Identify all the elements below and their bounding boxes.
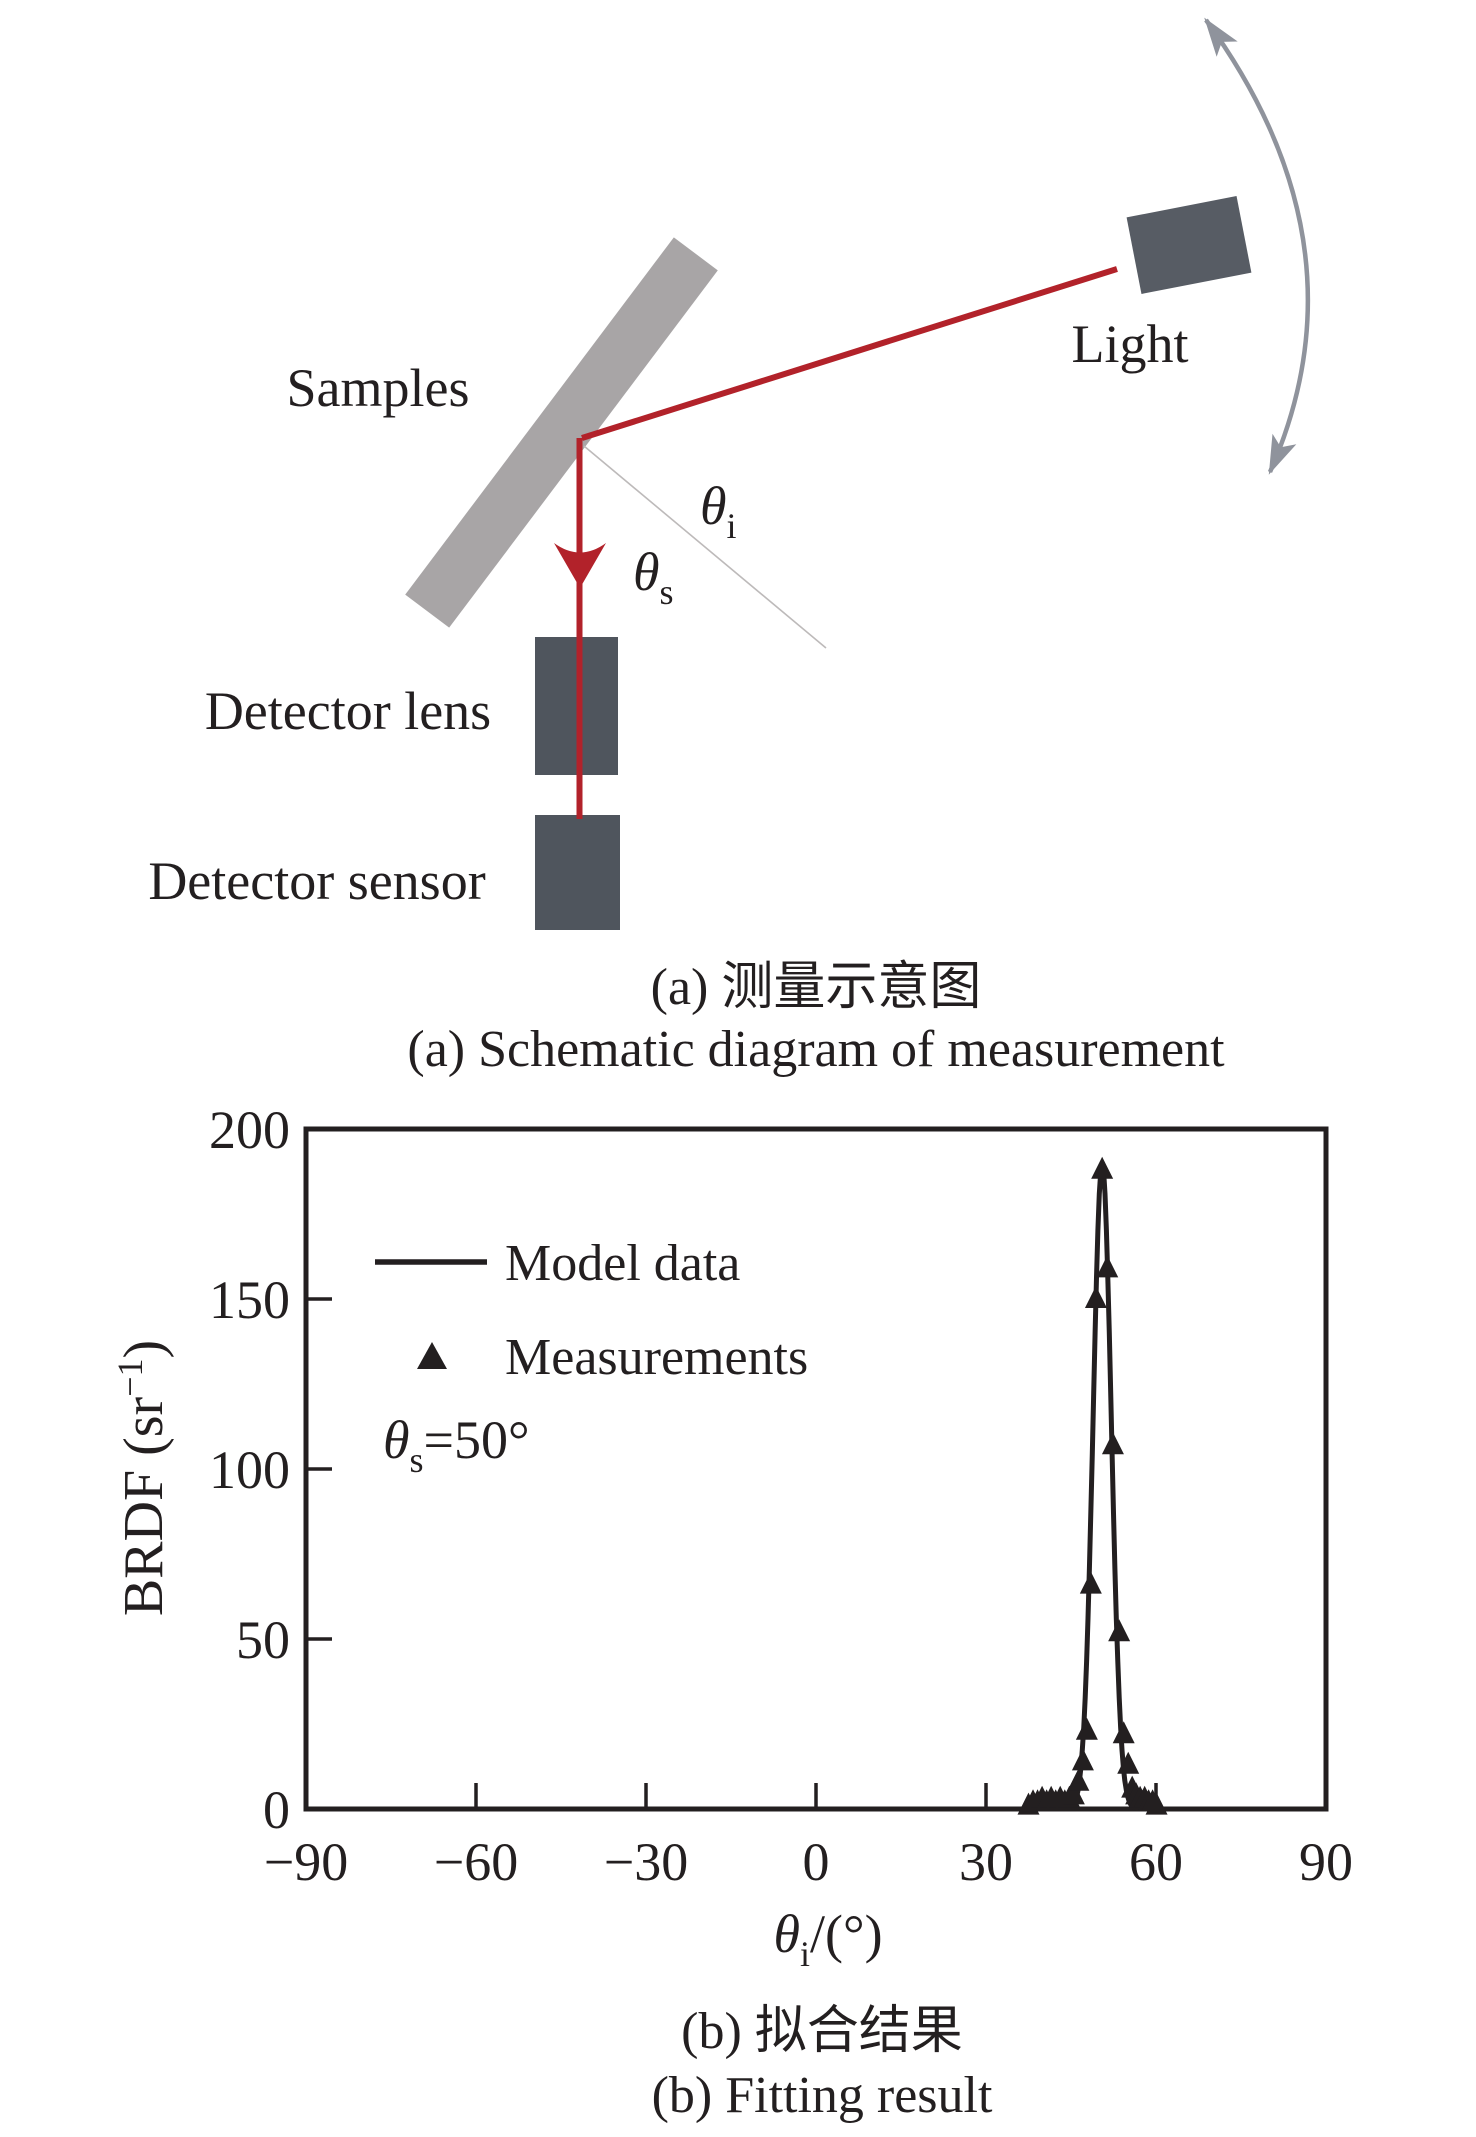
measurement-marker [1075,1717,1098,1740]
measurement-marker [1062,1782,1085,1805]
measurement-marker [1112,1721,1135,1744]
measurement-marker [1117,1751,1140,1774]
sample-bar [405,237,718,628]
light-label: Light [1072,314,1189,374]
rotation-arc [1204,18,1311,473]
arc-arrowhead-up-icon [1204,17,1238,57]
legend-measurements-label: Measurements [505,1329,808,1386]
measurement-marker [1145,1792,1168,1815]
brdf-chart: −90 −60 −30 0 30 60 90 0 50 100 150 200 Model data … [110,1100,1353,2124]
x-tick-label: 30 [959,1832,1013,1892]
y-tick-label: 0 [263,1780,290,1840]
legend-model-data-label: Model data [505,1235,740,1292]
caption-b-en: (b) Fitting result [652,2067,993,2124]
caption-a-zh: (a) 测量示意图 [651,959,982,1016]
measurement-marker [1101,1432,1124,1455]
x-tick-label: 60 [1129,1832,1183,1892]
measurement-marker [1091,1156,1114,1179]
schematic: Samples Light Detector lens Detector sen… [148,17,1311,1078]
detector-sensor-box [535,815,620,930]
theta-i-label: θi [700,476,737,546]
detector-lens-label: Detector lens [205,681,491,741]
chart-plot-area: −90 −60 −30 0 30 60 90 0 50 100 150 200 [209,1100,1353,1892]
y-tick-label: 50 [236,1610,290,1670]
measurement-marker [1079,1571,1102,1594]
measurement-marker [1096,1255,1119,1278]
annotation-theta-s: θs=50° [383,1410,530,1480]
caption-b-zh: (b) 拟合结果 [681,2003,963,2060]
measurement-marker [1067,1768,1090,1791]
detector-sensor-label: Detector sensor [148,851,485,911]
x-tick-label: −90 [264,1832,348,1892]
measurement-marker [1084,1286,1107,1308]
theta-s-label: θs [633,542,674,612]
samples-label: Samples [287,358,470,418]
y-tick-label: 150 [209,1270,290,1330]
x-tick-label: −60 [434,1832,518,1892]
measurement-marker [1108,1619,1131,1642]
light-source-box [1126,196,1252,294]
incident-beam [581,266,1118,441]
x-tick-label: 90 [1299,1832,1353,1892]
scattered-beam-arrowhead-icon [554,543,606,588]
x-axis-title: θi/(°) [773,1904,882,1974]
caption-a-en: (a) Schematic diagram of measurement [407,1021,1225,1078]
chart-legend: Model data Measurements θs=50° [375,1235,808,1480]
arc-arrowhead-down-icon [1268,433,1297,475]
x-tick-label: 0 [803,1832,830,1892]
y-tick-label: 100 [209,1440,290,1500]
sample-normal-line [583,445,827,649]
y-axis-title: BRDF (sr−1) [110,1340,175,1616]
x-tick-label: −30 [604,1832,688,1892]
legend-triangle-marker-icon [417,1342,447,1369]
measurement-marker [1071,1748,1094,1771]
y-tick-label: 200 [209,1100,290,1160]
